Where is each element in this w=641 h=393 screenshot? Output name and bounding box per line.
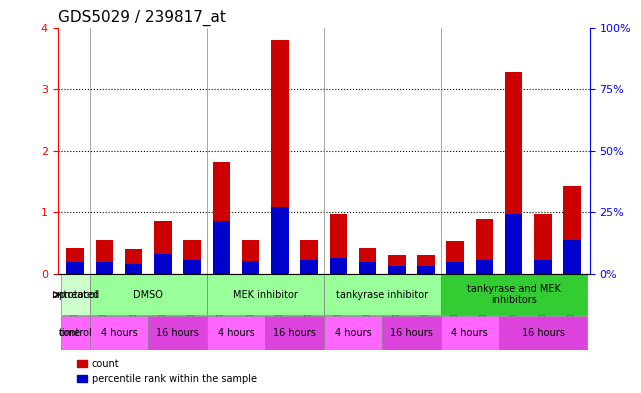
Bar [359, 248, 376, 274]
Text: time: time [58, 328, 80, 338]
Bar [505, 72, 522, 274]
FancyBboxPatch shape [265, 316, 324, 350]
FancyBboxPatch shape [207, 274, 324, 315]
Bar [447, 241, 464, 274]
Text: 4 hours: 4 hours [451, 328, 488, 338]
Text: untreated: untreated [51, 290, 99, 299]
Text: tankyrase inhibitor: tankyrase inhibitor [336, 290, 428, 299]
FancyBboxPatch shape [61, 316, 90, 350]
FancyBboxPatch shape [207, 316, 265, 350]
Bar [96, 240, 113, 274]
Bar [417, 255, 435, 274]
Bar [505, 214, 522, 274]
Bar [476, 219, 494, 274]
Text: 4 hours: 4 hours [101, 328, 137, 338]
Text: protocol: protocol [58, 290, 98, 299]
Legend: count, percentile rank within the sample: count, percentile rank within the sample [73, 355, 260, 388]
Text: 16 hours: 16 hours [273, 328, 316, 338]
Bar [329, 214, 347, 274]
Bar [534, 260, 552, 274]
Bar [359, 263, 376, 274]
Bar [447, 263, 464, 274]
Bar [154, 221, 172, 274]
Text: 4 hours: 4 hours [218, 328, 254, 338]
Text: tankyrase and MEK
inhibitors: tankyrase and MEK inhibitors [467, 284, 561, 305]
Text: control: control [58, 328, 92, 338]
Bar [242, 240, 260, 274]
Bar [476, 260, 494, 274]
Bar [563, 240, 581, 274]
FancyBboxPatch shape [90, 274, 207, 315]
Bar [183, 240, 201, 274]
Bar [388, 266, 406, 274]
Text: 4 hours: 4 hours [335, 328, 371, 338]
Bar [67, 263, 84, 274]
Bar [96, 263, 113, 274]
Bar [271, 207, 288, 274]
FancyBboxPatch shape [324, 274, 440, 315]
Bar [154, 254, 172, 274]
FancyBboxPatch shape [61, 274, 90, 315]
FancyBboxPatch shape [440, 316, 499, 350]
Bar [388, 255, 406, 274]
Bar [183, 260, 201, 274]
Bar [67, 248, 84, 274]
FancyBboxPatch shape [324, 316, 382, 350]
Bar [213, 162, 230, 274]
FancyBboxPatch shape [382, 316, 440, 350]
Bar [329, 258, 347, 274]
Text: 16 hours: 16 hours [390, 328, 433, 338]
Bar [301, 260, 318, 274]
FancyBboxPatch shape [148, 316, 207, 350]
FancyBboxPatch shape [499, 316, 587, 350]
FancyBboxPatch shape [440, 274, 587, 315]
Bar [563, 186, 581, 274]
Bar [125, 249, 142, 274]
Bar [534, 214, 552, 274]
Bar [213, 221, 230, 274]
Text: DMSO: DMSO [133, 290, 163, 299]
Text: MEK inhibitor: MEK inhibitor [233, 290, 297, 299]
Bar [242, 261, 260, 274]
Bar [125, 264, 142, 274]
Text: 16 hours: 16 hours [522, 328, 564, 338]
Bar [417, 266, 435, 274]
Text: 16 hours: 16 hours [156, 328, 199, 338]
Bar [301, 240, 318, 274]
Text: GDS5029 / 239817_at: GDS5029 / 239817_at [58, 10, 226, 26]
FancyBboxPatch shape [90, 316, 148, 350]
Bar [271, 40, 288, 274]
